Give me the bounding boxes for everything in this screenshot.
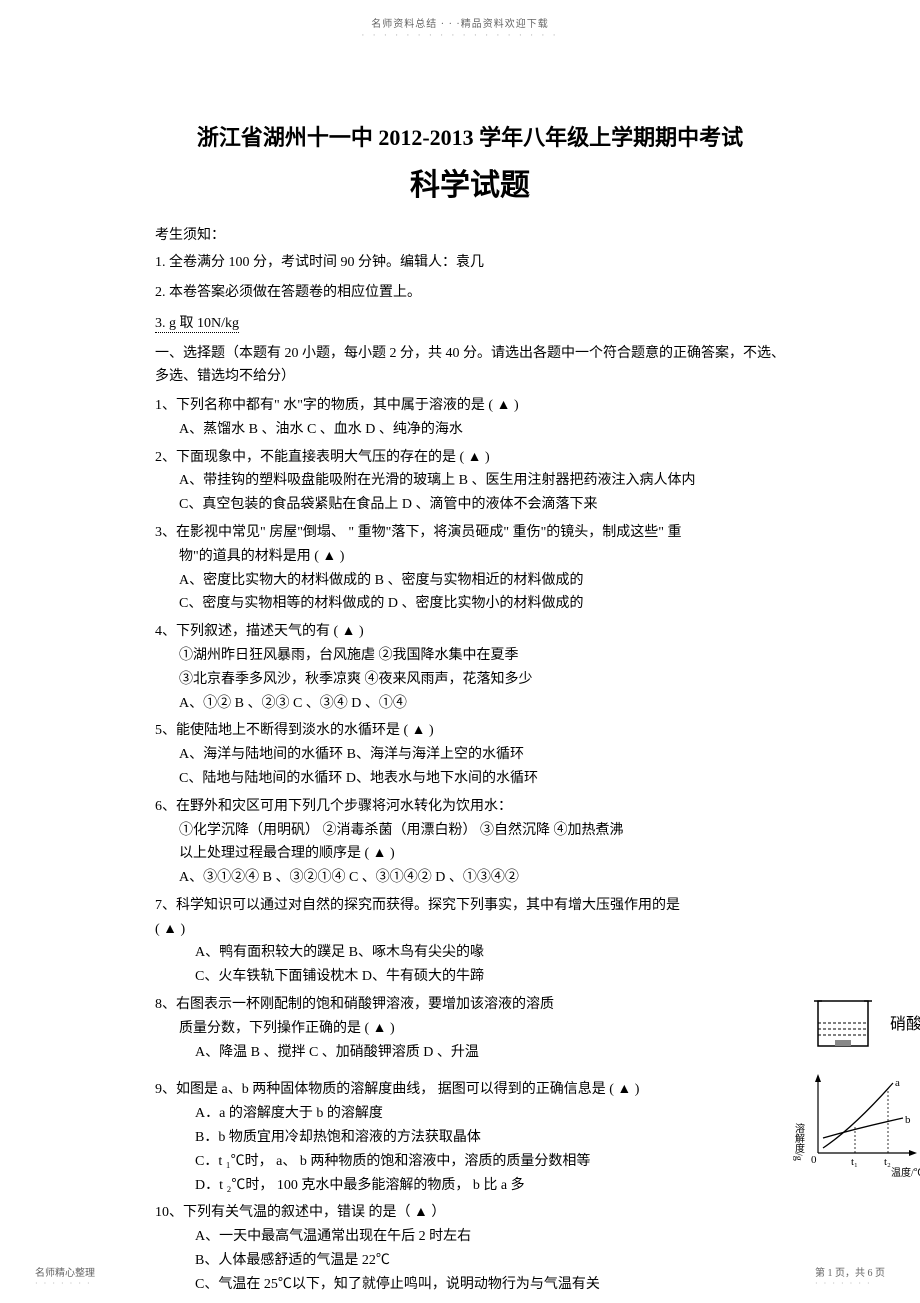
q5-text: 5、能使陆地上不断得到淡水的水循环是 ( ▲ ) [155,719,785,743]
q3-text2: 物"的道具的材料是用 ( ▲ ) [155,545,785,569]
q7-optA: A、鸭有面积较大的蹼足 B、啄木鸟有尖尖的喙 [155,941,785,965]
question-3: 3、在影视中常见" 房屋"倒塌、 " 重物"落下，将演员砸成" 重伤"的镜头，制… [155,521,785,616]
question-4: 4、下列叙述，描述天气的有 ( ▲ ) ①湖州昨日狂风暴雨，台风施虐 ②我国降水… [155,620,785,715]
question-9: 9、如图是 a、b 两种固体物质的溶解度曲线， 据图可以得到的正确信息是 ( ▲… [155,1078,785,1197]
q5-optA: A、海洋与陆地间的水循环 B、海洋与海洋上空的水循环 [155,743,785,767]
q3-optA: A、密度比实物大的材料做成的 B 、密度与实物相近的材料做成的 [155,569,785,593]
q9-text: 9、如图是 a、b 两种固体物质的溶解度曲线， 据图可以得到的正确信息是 ( ▲… [155,1078,785,1102]
notice-item-3: 3. g 取 10N/kg [155,313,785,335]
q1-text: 1、下列名称中都有" 水"字的物质，其中属于溶液的是 ( ▲ ) [155,394,785,418]
q2-optA: A、带挂钩的塑料吸盘能吸附在光滑的玻璃上 B 、医生用注射器把药液注入病人体内 [155,469,785,493]
q2-optC: C、真空包装的食品袋紧贴在食品上 D 、滴管中的液体不会滴落下来 [155,493,785,517]
q3-text: 3、在影视中常见" 房屋"倒塌、 " 重物"落下，将演员砸成" 重伤"的镜头，制… [155,521,785,545]
question-2: 2、下面现象中，不能直接表明大气压的存在的是 ( ▲ ) A、带挂钩的塑料吸盘能… [155,446,785,517]
footer-right: 第 1 页，共 6 页 · · · · · · · [815,1264,885,1288]
notice-item-1: 1. 全卷满分 100 分，考试时间 90 分钟。编辑人：袁几 [155,252,785,274]
q7-optC: C、火车铁轨下面铺设枕木 D、牛有硕大的牛蹄 [155,965,785,989]
q4-text: 4、下列叙述，描述天气的有 ( ▲ ) [155,620,785,644]
section-1-header: 一、选择题（本题有 20 小题，每小题 2 分，共 40 分。请选出各题中一个符… [155,343,785,388]
curve-a-label: a [895,1077,900,1089]
q4-opts: A、①② B 、②③ C 、③④ D 、①④ [155,692,785,716]
q9-optB: B．b 物质宜用冷却热饱和溶液的方法获取晶体 [155,1126,785,1150]
q5-optC: C、陆地与陆地间的水循环 D、地表水与地下水间的水循环 [155,767,785,791]
q4-line2: ③北京春季多风沙，秋季凉爽 ④夜来风雨声，花落知多少 [155,668,785,692]
q4-line1: ①湖州昨日狂风暴雨，台风施虐 ②我国降水集中在夏季 [155,644,785,668]
svg-text:温度/℃: 温度/℃ [891,1166,920,1178]
curve-b-label: b [905,1114,911,1126]
main-content: 浙江省湖州十一中 2012-2013 学年八年级上学期期中考试 科学试题 考生须… [0,40,920,1297]
footer: 名师精心整理 · · · · · · · 第 1 页，共 6 页 · · · ·… [0,1264,920,1288]
question-1: 1、下列名称中都有" 水"字的物质，其中属于溶液的是 ( ▲ ) A、蒸馏水 B… [155,394,785,442]
q6-opts: A、③①②④ B 、③②①④ C 、③①④② D 、①③④② [155,866,785,890]
q8-text2: 质量分数，下列操作正确的是 ( ▲ ) [155,1017,785,1041]
solubility-chart: a b 0 t₁ t₂ 溶解度/g 温度/℃ [793,1068,920,1178]
q1-options: A、蒸馏水 B 、油水 C 、血水 D 、纯净的海水 [155,418,785,442]
q9-optC: C．t ₁℃时， a、 b 两种物质的饱和溶液中，溶质的质量分数相等 [155,1150,785,1174]
notice-item-2: 2. 本卷答案必须做在答题卷的相应位置上。 [155,282,785,304]
q2-text: 2、下面现象中，不能直接表明大气压的存在的是 ( ▲ ) [155,446,785,470]
q10-text: 10、下列有关气温的叙述中，错误 的是（ ▲ ） [155,1201,785,1225]
header-dots: · · · · · · · · · · · · · · · · · · [0,30,920,40]
beaker-diagram: 硝酸钾 [800,993,920,1058]
q6-text: 6、在野外和灾区可用下列几个步骤将河水转化为饮用水： [155,795,785,819]
title-sub: 科学试题 [155,160,785,204]
q8-opts: A、降温 B 、搅拌 C 、加硝酸钾溶质 D 、升温 [155,1041,785,1065]
beaker-label: 硝酸钾 [890,1011,920,1038]
question-5: 5、能使陆地上不断得到淡水的水循环是 ( ▲ ) A、海洋与陆地间的水循环 B、… [155,719,785,790]
footer-left: 名师精心整理 · · · · · · · [35,1264,95,1288]
q9-optD: D．t ₂℃时， 100 克水中最多能溶解的物质， b 比 a 多 [155,1174,785,1198]
question-8: 8、右图表示一杯刚配制的饱和硝酸钾溶液，要增加该溶液的溶质 质量分数，下列操作正… [155,993,785,1064]
q10-optA: A、一天中最高气温通常出现在午后 2 时左右 [155,1225,785,1249]
q6-line1: ①化学沉降（用明矾） ②消毒杀菌（用漂白粉） ③自然沉降 ④加热煮沸 [155,819,785,843]
svg-text:t₂: t₂ [884,1156,891,1168]
question-7: 7、科学知识可以通过对自然的探究而获得。探究下列事实，其中有增大压强作用的是 (… [155,894,785,989]
svg-text:t₁: t₁ [851,1156,858,1168]
q7-text2: ( ▲ ) [155,918,785,942]
title-main: 浙江省湖州十一中 2012-2013 学年八年级上学期期中考试 [155,120,785,152]
q7-text: 7、科学知识可以通过对自然的探究而获得。探究下列事实，其中有增大压强作用的是 [155,894,785,918]
header-note: 名师资料总结 · · ·精品资料欢迎下载 [0,0,920,30]
question-6: 6、在野外和灾区可用下列几个步骤将河水转化为饮用水： ①化学沉降（用明矾） ②消… [155,795,785,890]
notice-heading: 考生须知： [155,224,785,244]
q8-text: 8、右图表示一杯刚配制的饱和硝酸钾溶液，要增加该溶液的溶质 [155,993,785,1017]
svg-text:溶解度/g: 溶解度/g [793,1122,805,1161]
q3-optC: C、密度与实物相等的材料做成的 D 、密度比实物小的材料做成的 [155,592,785,616]
q9-optA: A．a 的溶解度大于 b 的溶解度 [155,1102,785,1126]
svg-text:0: 0 [811,1154,817,1166]
q6-line2: 以上处理过程最合理的顺序是 ( ▲ ) [155,842,785,866]
